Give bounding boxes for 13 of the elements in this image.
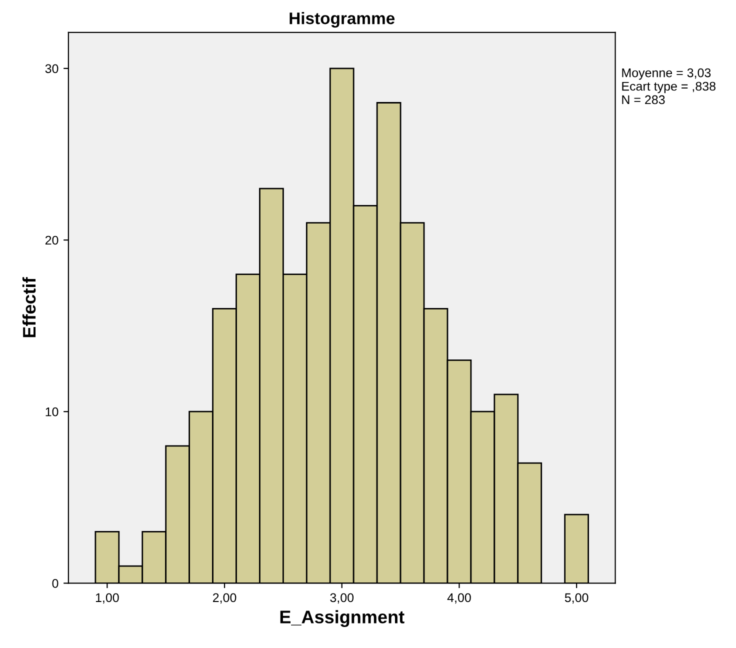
x-tick-label: 3,00 xyxy=(330,593,354,604)
chart-title: Histogramme xyxy=(290,12,395,28)
y-tick-label: 30 xyxy=(45,64,58,74)
y-tick-label: 20 xyxy=(45,236,58,245)
y-axis-title: Effectif xyxy=(22,277,36,338)
x-axis-title: E_Assignment xyxy=(280,610,404,628)
x-tick-label: 2,00 xyxy=(212,593,236,604)
y-tick-label: 10 xyxy=(46,407,58,416)
text: Moyenne = 3,03 Ecart type = ,838 N = 283 xyxy=(622,68,716,104)
x-tick-label: 1,00 xyxy=(96,593,119,604)
y-tick-label: 0 xyxy=(52,579,58,588)
x-tick-label: 4,00 xyxy=(447,593,471,604)
x-tick-label: 5,00 xyxy=(564,593,588,604)
